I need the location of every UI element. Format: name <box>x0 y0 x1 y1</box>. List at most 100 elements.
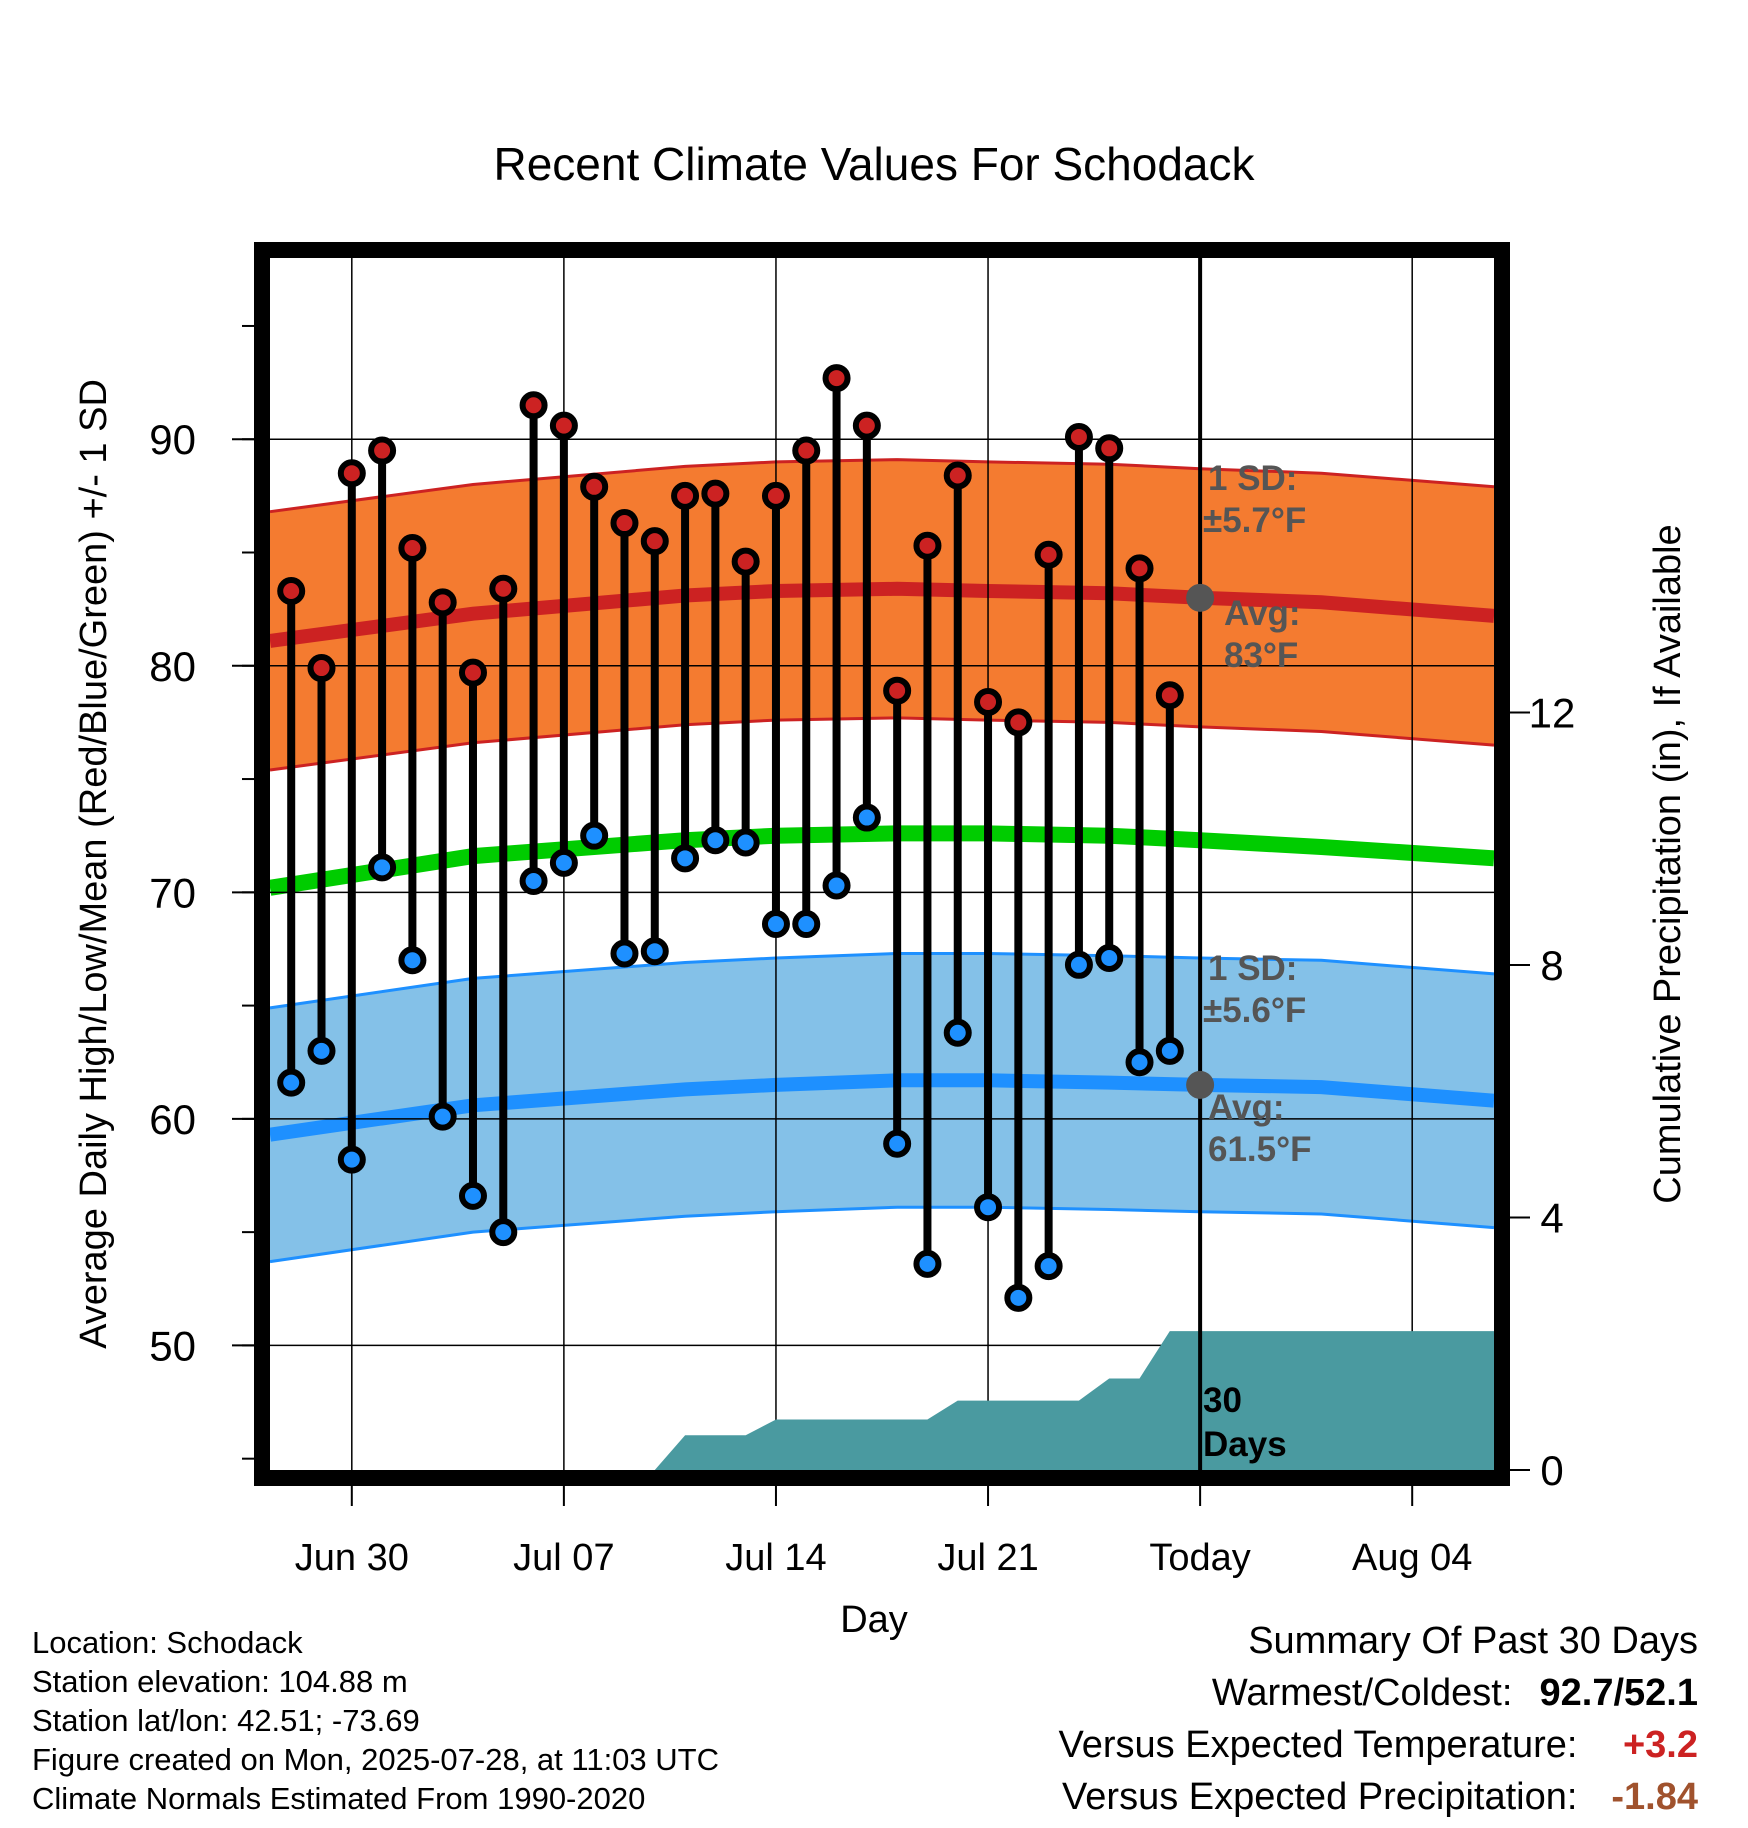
y-tick-label: 80 <box>149 643 196 690</box>
daily-high-point <box>1155 681 1184 710</box>
daily-low-point <box>792 910 821 939</box>
x-tick-label: Aug 04 <box>1352 1537 1472 1579</box>
x-tick-label: Jul 21 <box>937 1537 1038 1579</box>
plot-frame <box>254 242 1510 1486</box>
x-tick-label: Jul 14 <box>725 1537 826 1579</box>
daily-high-point <box>640 527 669 556</box>
precip-label: Versus Expected Precipitation: <box>1062 1776 1578 1818</box>
daily-low-point <box>307 1036 336 1065</box>
daily-low-point <box>368 853 397 882</box>
daily-low-point <box>640 937 669 966</box>
daily-high-point <box>1095 434 1124 463</box>
normal-high-line <box>269 581 1495 648</box>
low-sd-band <box>270 953 1494 1262</box>
x-tick-label: Jun 30 <box>295 1537 409 1579</box>
precip-area <box>654 1331 1494 1470</box>
daily-high-point <box>368 436 397 465</box>
normals-text: Climate Normals Estimated From 1990-2020 <box>32 1781 646 1816</box>
created-text: Figure created on Mon, 2025-07-28, at 11… <box>32 1742 719 1777</box>
high-sd-label: 1 SD: <box>1208 459 1297 498</box>
temp-value: +3.2 <box>1622 1724 1698 1766</box>
x-tick-label: Jul 07 <box>513 1537 614 1579</box>
normal-mean-line <box>268 825 1495 896</box>
warm-cold-value: 92.7/52.1 <box>1539 1672 1698 1714</box>
chart-title: Recent Climate Values For Schodack <box>493 138 1255 190</box>
daily-low-point <box>852 803 881 832</box>
high-sd-upper-line <box>269 458 1495 514</box>
temp-label: Versus Expected Temperature: <box>1058 1724 1578 1766</box>
daily-low-point <box>1004 1283 1033 1312</box>
daily-low-point <box>1155 1036 1184 1065</box>
daily-high-point <box>943 461 972 490</box>
daily-low-point <box>701 826 730 855</box>
daily-low-point <box>1125 1048 1154 1077</box>
daily-low-point <box>913 1249 942 1278</box>
annotation-group: 1 SD: ±5.7°F Avg: 83°F 1 SD: ±5.6°F Avg:… <box>1203 459 1312 1464</box>
x-tick-label: Today <box>1149 1537 1250 1579</box>
high-avg-value: 83°F <box>1224 636 1298 675</box>
daily-low-point <box>489 1218 518 1247</box>
today-normal-high-dot <box>1186 583 1215 612</box>
precip-value: -1.84 <box>1611 1776 1698 1818</box>
low-sd-lower-line <box>269 1205 1495 1264</box>
warm-cold-label: Warmest/Coldest: <box>1211 1672 1513 1714</box>
y-tick-label: 60 <box>149 1096 196 1143</box>
daily-low-point <box>974 1193 1003 1222</box>
daily-low-point <box>549 848 578 877</box>
high-sd-value: ±5.7°F <box>1203 501 1306 540</box>
daily-high-point <box>792 436 821 465</box>
daily-high-point <box>337 459 366 488</box>
latlon-text: Station lat/lon: 42.51; -73.69 <box>32 1703 420 1738</box>
precip-days-label-2: Days <box>1203 1425 1287 1464</box>
daily-low-point <box>671 844 700 873</box>
precip-days-label: 30 <box>1203 1381 1242 1420</box>
low-sd-label: 1 SD: <box>1208 949 1297 988</box>
y-tick-label: 90 <box>149 416 196 463</box>
y-tick-label: 70 <box>149 869 196 916</box>
daily-low-point <box>943 1018 972 1047</box>
daily-low-point <box>337 1145 366 1174</box>
today-normal-low-dot <box>1186 1070 1215 1099</box>
low-sd-upper-line <box>269 952 1495 1010</box>
daily-high-point <box>1125 554 1154 583</box>
daily-low-point <box>277 1068 306 1097</box>
daily-low-point <box>1034 1252 1063 1281</box>
daily-high-point <box>549 411 578 440</box>
summary-precip: Versus Expected Precipitation: -1.84 <box>1062 1776 1698 1819</box>
y2-tick-label: 12 <box>1529 690 1576 737</box>
daily-low-point <box>1095 944 1124 973</box>
low-sd-value: ±5.6°F <box>1203 991 1306 1030</box>
high-avg-label: Avg: <box>1224 594 1300 633</box>
daily-high-point <box>1004 708 1033 737</box>
summary-title: Summary Of Past 30 Days <box>1248 1620 1698 1662</box>
daily-high-point <box>519 391 548 420</box>
daily-high-point <box>974 688 1003 717</box>
daily-low-point <box>519 866 548 895</box>
daily-low-point <box>822 871 851 900</box>
low-avg-value: 61.5°F <box>1208 1130 1312 1169</box>
low-avg-label: Avg: <box>1208 1088 1284 1127</box>
high-sd-lower-line <box>269 716 1495 772</box>
daily-high-point <box>913 531 942 560</box>
daily-high-point <box>822 364 851 393</box>
daily-high-point <box>852 411 881 440</box>
daily-high-point <box>610 509 639 538</box>
normal-bands <box>268 458 1495 1264</box>
daily-low-point <box>428 1102 457 1131</box>
daily-low-point <box>458 1181 487 1210</box>
y2-tick-label: 0 <box>1540 1447 1563 1494</box>
location-text: Location: Schodack <box>32 1625 303 1660</box>
daily-low-point <box>761 910 790 939</box>
daily-low-point <box>398 946 427 975</box>
y2-axis-label: Cumulative Precipitation (in), If Availa… <box>1647 524 1689 1203</box>
summary-temp: Versus Expected Temperature: +3.2 <box>1059 1724 1698 1767</box>
daily-high-point <box>489 574 518 603</box>
axes-group: 50 60 70 80 90 0 4 8 12 Jun 30 Jul 07 Jul 14 Jul 21 T… <box>149 324 1576 1579</box>
daily-high-point <box>458 658 487 687</box>
daily-low-point <box>580 821 609 850</box>
daily-low-point <box>731 828 760 857</box>
y-axis-label: Average Daily High/Low/Mean (Red/Blue/Gr… <box>73 379 115 1349</box>
daily-high-point <box>761 481 790 510</box>
daily-high-point <box>398 533 427 562</box>
